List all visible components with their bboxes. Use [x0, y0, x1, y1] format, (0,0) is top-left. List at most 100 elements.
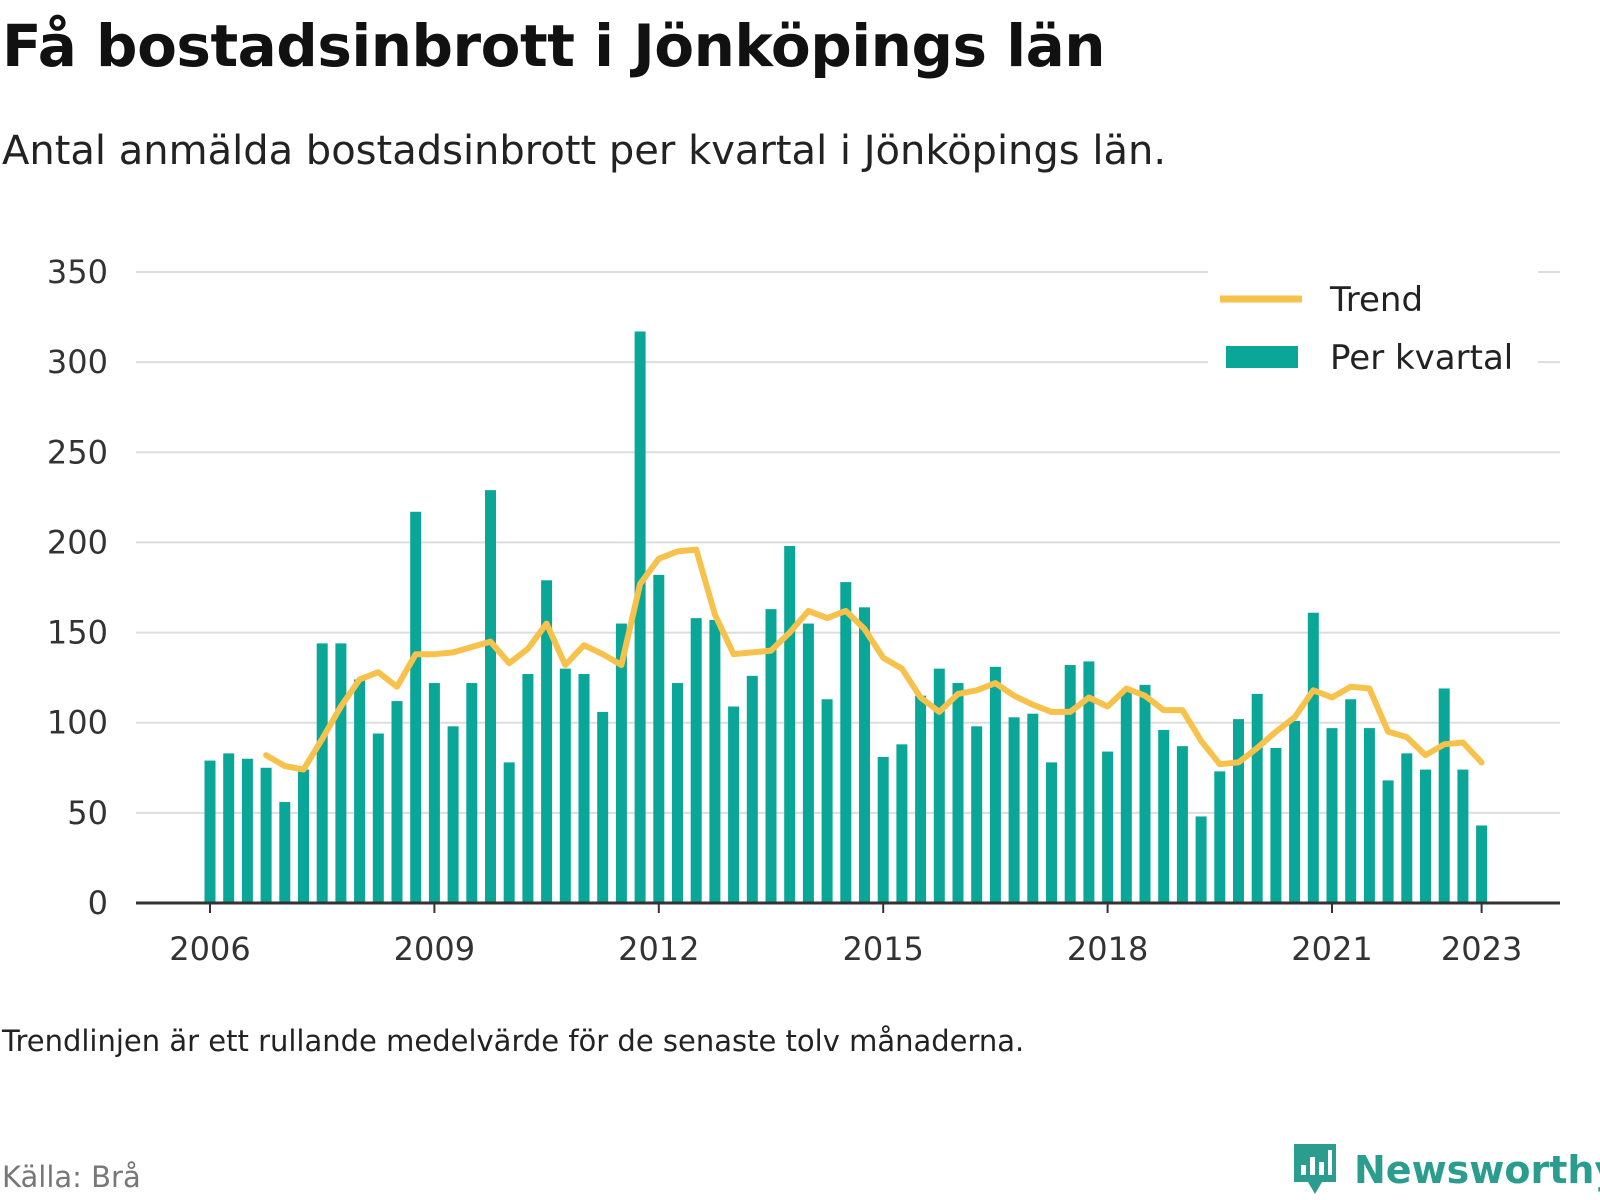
bar [485, 490, 496, 903]
bar [260, 767, 272, 903]
bar [709, 619, 721, 903]
x-tick-label: 2021 [1291, 930, 1372, 968]
x-tick-label: 2018 [1067, 930, 1148, 968]
bar [1307, 612, 1319, 903]
legend-trend-label: Trend [1329, 280, 1423, 320]
bar [1233, 719, 1244, 903]
legend-bar-swatch [1226, 346, 1298, 368]
y-tick-label: 250 [47, 433, 108, 471]
trend-line [263, 546, 1485, 773]
y-tick-label: 50 [67, 794, 108, 832]
bar [1326, 728, 1338, 903]
bar [1139, 684, 1151, 903]
bar [802, 623, 814, 903]
bar [1401, 753, 1413, 903]
bar [615, 623, 627, 903]
bar [428, 683, 440, 903]
y-tick-label: 350 [47, 253, 108, 291]
bar [372, 733, 384, 903]
bar [1176, 746, 1188, 903]
chart-title: Få bostadsinbrott i Jönköpings län [2, 12, 1106, 80]
bar [1289, 720, 1301, 903]
bar [578, 674, 590, 903]
bar-series [204, 331, 1488, 904]
bar [1345, 699, 1357, 903]
y-tick-label: 300 [47, 343, 108, 381]
bar [223, 753, 235, 903]
bar [1476, 825, 1488, 903]
bar [952, 683, 964, 903]
source-credit: Källa: Brå [2, 1160, 141, 1194]
bar [933, 668, 945, 903]
bar [1120, 690, 1132, 903]
bar [279, 802, 291, 903]
bar [989, 666, 1001, 903]
bar [1046, 762, 1057, 903]
bar [971, 726, 983, 903]
bar [877, 756, 889, 903]
bar [1064, 665, 1076, 903]
bar [915, 695, 927, 903]
bar [859, 607, 870, 903]
bar [672, 683, 683, 903]
y-axis-ticks: 0 50 100 150 200 250 300 350 [47, 253, 108, 922]
bar [634, 331, 646, 904]
bar [391, 701, 403, 903]
x-axis: 2006 2009 2012 2015 2018 2021 2023 [136, 901, 1560, 968]
bar [1195, 816, 1207, 903]
legend-bar-label: Per kvartal [1330, 338, 1513, 378]
y-tick-label: 200 [47, 523, 108, 561]
bar [1214, 771, 1226, 903]
bar [597, 711, 609, 903]
bar [1382, 780, 1394, 903]
bar [410, 511, 422, 903]
bar [298, 769, 309, 903]
bar [241, 758, 253, 903]
bar [335, 643, 347, 903]
x-tick-label: 2023 [1441, 930, 1522, 968]
bar [541, 580, 553, 903]
trend-series [263, 546, 1485, 773]
bar [821, 699, 833, 903]
bar [840, 582, 852, 903]
bar [1438, 688, 1450, 903]
brand-logo: Newsworthy [1290, 1140, 1600, 1200]
bar [1420, 769, 1431, 903]
bar [204, 760, 216, 903]
bar [1158, 729, 1170, 903]
x-tick-label: 2015 [842, 930, 923, 968]
x-tick-label: 2012 [618, 930, 699, 968]
x-tick-label: 2006 [169, 930, 250, 968]
bar [765, 609, 777, 903]
x-tick-label: 2009 [394, 930, 475, 968]
bar [1363, 728, 1375, 903]
bar [1457, 769, 1469, 903]
bar [896, 744, 908, 903]
bar [1251, 693, 1263, 903]
bar [728, 706, 740, 903]
bar [1008, 717, 1020, 903]
y-tick-label: 100 [47, 704, 108, 742]
bar [316, 643, 328, 903]
chart-note: Trendlinjen är ett rullande medelvärde f… [2, 1024, 1025, 1058]
chart-subtitle: Antal anmälda bostadsinbrott per kvartal… [2, 128, 1167, 174]
bar [522, 674, 534, 903]
y-tick-label: 0 [88, 884, 108, 922]
bar [559, 668, 571, 903]
newsworthy-logo-icon [1294, 1144, 1336, 1194]
y-tick-label: 150 [47, 614, 108, 652]
bar [653, 574, 665, 903]
bar [354, 679, 366, 903]
bar [1083, 661, 1095, 903]
bar [447, 726, 459, 903]
bar [1270, 747, 1282, 903]
bar [784, 546, 796, 903]
brand-name: Newsworthy [1354, 1148, 1600, 1192]
bar [690, 618, 702, 903]
bar [466, 683, 478, 903]
bar [1027, 713, 1039, 903]
bar [503, 762, 515, 903]
bar [746, 675, 758, 903]
bar [1102, 751, 1114, 903]
